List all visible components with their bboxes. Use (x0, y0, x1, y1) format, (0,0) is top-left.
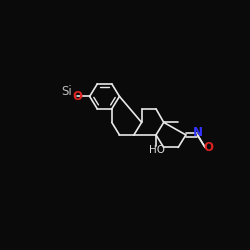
Text: N: N (192, 126, 202, 139)
Text: O: O (203, 141, 213, 154)
Text: HO: HO (149, 145, 165, 155)
Text: Si: Si (61, 85, 72, 98)
Text: O: O (72, 90, 82, 103)
